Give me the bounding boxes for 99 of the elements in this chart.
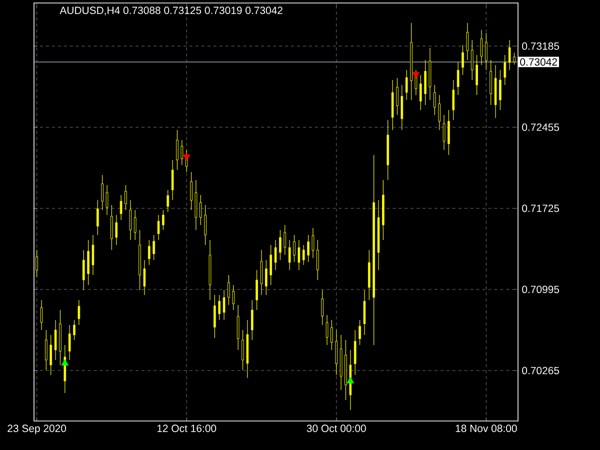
candlestick bbox=[326, 314, 328, 346]
candlestick bbox=[312, 228, 314, 258]
candlestick bbox=[265, 260, 268, 296]
candlestick bbox=[134, 210, 136, 240]
candlestick bbox=[115, 214, 118, 246]
candlestick bbox=[400, 84, 404, 130]
ref-line-label: 0.73042 bbox=[520, 58, 557, 66]
candlestick bbox=[513, 52, 516, 65]
candlestick bbox=[420, 74, 422, 110]
x-tick-label: 23 Sep 2020 bbox=[8, 424, 66, 434]
candlestick bbox=[288, 240, 291, 270]
y-tick-label: 0.70265 bbox=[522, 366, 560, 374]
candlestick bbox=[279, 230, 282, 260]
candlestick bbox=[260, 250, 263, 296]
candlestick bbox=[87, 240, 90, 286]
candlestick bbox=[50, 334, 52, 376]
candlestick bbox=[405, 70, 408, 100]
candlestick bbox=[129, 200, 132, 240]
y-tick-label: 0.71725 bbox=[522, 204, 560, 212]
candlestick bbox=[414, 70, 418, 96]
x-tick-label: 12 Oct 16:00 bbox=[157, 424, 216, 432]
candlestick bbox=[120, 194, 122, 220]
candlestick bbox=[54, 320, 57, 360]
candlestick bbox=[302, 244, 305, 266]
candlestick bbox=[438, 94, 441, 130]
candlestick bbox=[242, 330, 244, 370]
candlestick bbox=[251, 300, 254, 340]
candlestick bbox=[176, 130, 178, 170]
candlestick bbox=[162, 210, 164, 230]
candlestick bbox=[44, 330, 48, 370]
candlestick bbox=[180, 140, 184, 166]
candlestick bbox=[256, 270, 258, 310]
candlestick bbox=[354, 330, 356, 376]
candlestick bbox=[190, 172, 192, 210]
candlestick bbox=[73, 320, 76, 340]
candlestick bbox=[124, 184, 127, 210]
candlestick bbox=[424, 60, 426, 106]
candlestick bbox=[490, 60, 492, 106]
candlestick bbox=[358, 320, 361, 346]
candlestick bbox=[148, 240, 150, 266]
candlestick bbox=[152, 234, 155, 260]
candlestick bbox=[274, 240, 277, 270]
candlestick bbox=[316, 240, 319, 280]
candlestick bbox=[199, 194, 202, 226]
candlestick bbox=[363, 290, 366, 336]
candlestick bbox=[499, 70, 502, 110]
candlestick bbox=[101, 174, 104, 210]
candlestick bbox=[236, 304, 240, 350]
candlestick bbox=[335, 330, 338, 376]
candlestick bbox=[92, 234, 94, 276]
candlestick bbox=[157, 214, 160, 240]
y-tick-label: 0.73185 bbox=[522, 42, 560, 50]
candlestick bbox=[143, 260, 146, 296]
candlestick bbox=[36, 250, 38, 278]
candlestick bbox=[106, 184, 108, 216]
candlestick bbox=[504, 54, 506, 86]
candlestick bbox=[222, 290, 226, 320]
candlestick bbox=[110, 204, 113, 250]
candlestick bbox=[470, 40, 474, 80]
candlestick bbox=[330, 320, 333, 350]
candlestick bbox=[204, 204, 207, 246]
point bbox=[346, 376, 354, 384]
candlestick bbox=[480, 30, 483, 66]
candlestick bbox=[96, 200, 99, 236]
candlestick bbox=[396, 78, 398, 116]
candlestick bbox=[307, 234, 310, 262]
candlestick bbox=[40, 300, 43, 330]
candlestick bbox=[171, 160, 174, 200]
point bbox=[412, 72, 420, 79]
candlestick bbox=[228, 274, 230, 306]
y-tick-label: 0.70995 bbox=[522, 286, 560, 294]
candlestick bbox=[484, 32, 488, 70]
candlestick bbox=[166, 190, 170, 212]
point bbox=[182, 154, 190, 161]
candlestick bbox=[214, 294, 216, 338]
candlestick bbox=[218, 294, 221, 320]
candlestick bbox=[298, 240, 300, 270]
candlestick bbox=[68, 324, 71, 360]
candlestick bbox=[270, 244, 272, 286]
candlestick bbox=[232, 284, 235, 310]
candlestick bbox=[508, 40, 511, 70]
candlestick bbox=[448, 110, 450, 156]
candlestick bbox=[321, 290, 324, 326]
y-tick-label: 0.72455 bbox=[522, 124, 560, 131]
candlestick bbox=[442, 114, 446, 150]
candlestick bbox=[284, 224, 286, 256]
candlestick bbox=[462, 44, 464, 76]
point bbox=[61, 359, 69, 366]
x-tick-label: 18 Nov 08:00 bbox=[456, 424, 517, 432]
x-tick-label: 30 Oct 00:00 bbox=[306, 424, 366, 432]
candlestick bbox=[476, 54, 478, 96]
candlestick bbox=[78, 300, 80, 326]
candlestick bbox=[82, 250, 85, 290]
chart-title: AUDUSD,H4 0.73088 0.73125 0.73019 0.73042 bbox=[60, 6, 282, 16]
candlestick bbox=[452, 80, 455, 120]
candlestick bbox=[434, 84, 436, 116]
candlestick bbox=[456, 62, 460, 96]
candlestick bbox=[466, 22, 469, 60]
candlestick bbox=[293, 234, 296, 262]
